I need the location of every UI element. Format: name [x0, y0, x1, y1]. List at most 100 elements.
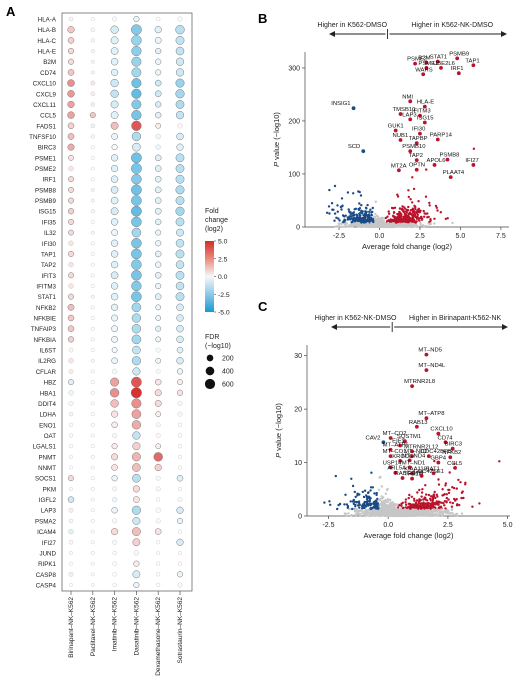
point-label: BIRC3 — [445, 442, 463, 448]
dot-point — [131, 120, 142, 131]
scatter-point — [447, 498, 450, 501]
scatter-point — [405, 513, 409, 516]
y-tick-label: 100 — [288, 171, 300, 178]
condition-label: Birinapant–NK–K562 — [68, 597, 75, 658]
dot-point — [132, 367, 141, 376]
scatter-point — [383, 500, 386, 504]
scatter-point — [347, 512, 350, 515]
dot-point — [90, 465, 95, 470]
scatter-point — [332, 208, 335, 211]
scatter-point — [386, 221, 390, 225]
scatter-point — [368, 500, 371, 503]
scatter-point — [388, 504, 391, 508]
scatter-point — [407, 509, 410, 512]
scatter-point — [434, 204, 438, 208]
labeled-point — [424, 66, 429, 70]
dot-point — [176, 143, 184, 151]
scatter-point — [354, 514, 358, 517]
scatter-point — [351, 484, 355, 488]
gene-label: IGFL2 — [39, 497, 57, 504]
scatter-point — [363, 489, 367, 492]
y-axis-label-italic: P — [272, 162, 281, 167]
scatter-point — [429, 219, 432, 222]
point-label: GBP4 — [430, 456, 446, 462]
dot-point — [156, 582, 161, 588]
scatter-point — [419, 221, 422, 225]
scatter-point — [364, 210, 367, 213]
labeled-point — [403, 439, 407, 444]
dot-point — [131, 184, 142, 196]
dot-point — [110, 78, 119, 88]
scatter-point — [359, 509, 362, 512]
gene-label: CASP8 — [36, 572, 57, 579]
dot-point — [67, 133, 75, 140]
dot-point — [176, 132, 184, 141]
dot-point — [110, 250, 119, 258]
dot-point — [131, 248, 142, 260]
scatter-point — [375, 224, 378, 228]
dot-point — [131, 452, 141, 462]
dot-point — [110, 292, 119, 301]
dot-point — [175, 110, 185, 120]
scatter-point — [451, 512, 454, 515]
scatter-point — [328, 500, 331, 503]
dot-point — [112, 486, 118, 492]
scatter-point — [446, 217, 449, 220]
dot-point — [154, 400, 162, 407]
scatter-point — [380, 222, 383, 225]
dot-point — [131, 205, 142, 217]
scatter-point — [333, 219, 336, 222]
scatter-point — [390, 513, 393, 516]
dot-point — [177, 454, 183, 459]
scatter-point — [371, 506, 375, 509]
point-label: EIF1 — [392, 438, 404, 444]
dot-point — [90, 390, 95, 395]
scatter-point — [396, 220, 399, 224]
dot-point — [67, 303, 75, 311]
scatter-point — [372, 220, 375, 224]
labeled-point — [436, 431, 441, 436]
panel-label-b: B — [258, 11, 267, 26]
dot-point — [68, 261, 74, 268]
labeled-point — [455, 56, 460, 61]
dot-point — [154, 378, 162, 386]
dot-point — [177, 529, 183, 534]
scatter-point — [419, 502, 422, 505]
scatter-point — [420, 491, 424, 494]
x-tick-label: -2.5 — [322, 522, 334, 529]
panel-a-dotplot: HLA-A HLA-B HLA-C HLA-E B2M CD74 CXCL10 CXCL9 CX… — [29, 12, 193, 676]
scatter-point — [407, 496, 410, 500]
scatter-point — [354, 207, 358, 210]
scatter-point — [431, 511, 434, 514]
point-label: TAPBP — [409, 136, 428, 142]
scatter-point — [361, 212, 364, 215]
scatter-point — [413, 499, 416, 502]
dot-point — [177, 16, 183, 22]
scatter-point — [419, 223, 422, 226]
dot-point — [111, 475, 118, 482]
panel-label-c: C — [258, 299, 268, 314]
labeled-point — [408, 149, 413, 154]
dot-point — [90, 508, 95, 513]
scatter-point — [372, 508, 376, 511]
dot-point — [155, 122, 162, 129]
scatter-point — [404, 214, 408, 218]
scatter-point — [370, 213, 373, 217]
scatter-point — [346, 506, 349, 509]
scatter-point — [413, 513, 416, 516]
scatter-point — [442, 502, 445, 505]
gene-label: OAT — [44, 433, 56, 440]
dot-point — [132, 431, 141, 440]
dot-point — [176, 335, 184, 344]
scatter-point — [371, 206, 374, 210]
scatter-point — [375, 509, 378, 512]
dot-point — [177, 561, 183, 566]
point-label: PSME2 — [407, 57, 427, 63]
scatter-point — [449, 512, 453, 515]
point-label: KIAA1191 — [404, 466, 430, 472]
dot-point — [68, 400, 74, 406]
scatter-point — [361, 216, 365, 220]
dot-point — [154, 186, 162, 194]
dot-point — [111, 453, 119, 461]
dot-point — [132, 538, 141, 547]
